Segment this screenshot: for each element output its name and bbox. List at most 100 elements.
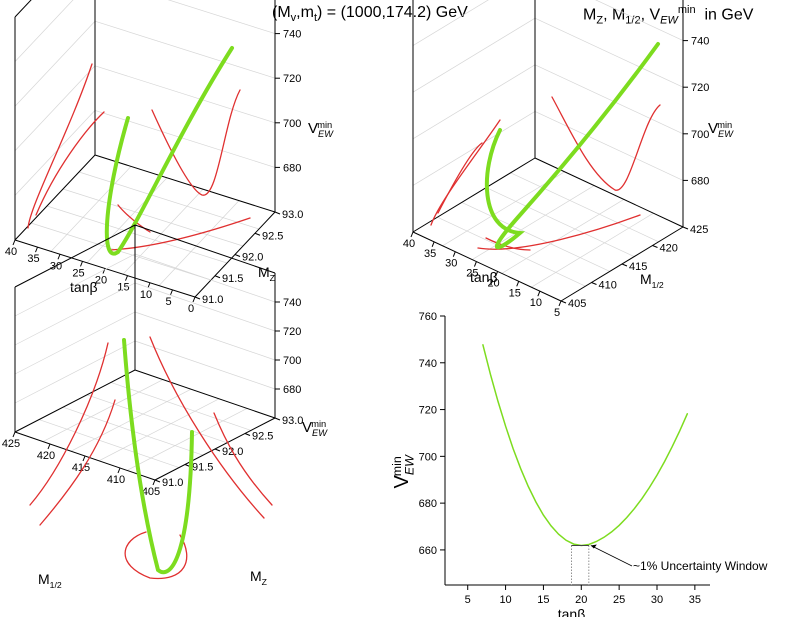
header-units: MZ, M1/2, VEWmin in GeV [583, 4, 754, 27]
grid-floor [62, 188, 244, 247]
projection-red-curve-3 [213, 412, 273, 506]
y-axis-title: MZ [250, 568, 268, 587]
annotation-arrow [590, 545, 633, 567]
x-tick [12, 239, 16, 246]
projection-red-curve-5 [124, 531, 188, 580]
x-tick [410, 231, 414, 238]
x-tick [47, 443, 51, 450]
grid-wall-right [134, 340, 276, 390]
grid-floor [86, 177, 168, 264]
grid-wall-right [595, 0, 684, 41]
grid-floor [38, 419, 180, 468]
x-tick [473, 261, 477, 267]
grid-wall-right [534, 111, 684, 181]
x-tick-label: 25 [613, 594, 625, 606]
grid-floor [86, 394, 228, 444]
x-tick [516, 281, 520, 287]
x-axis-title: M1/2 [38, 571, 62, 590]
grid-floor [461, 202, 610, 272]
grid-floor [486, 187, 635, 257]
projection-red-curve-3 [551, 96, 661, 191]
x-tick-label: 20 [95, 275, 107, 287]
box-edge-top-left [14, 224, 136, 288]
series-line-vewmin [482, 344, 689, 547]
grid-floor [30, 222, 212, 281]
z-tick-label: 720 [283, 326, 301, 338]
y-tick-label: 425 [690, 224, 708, 236]
header-params: (Mv,mt) = (1000,174.2) GeV [272, 4, 468, 25]
z-tick-label: 740 [283, 297, 301, 309]
x-tick [537, 290, 541, 297]
grid-wall-left [14, 110, 96, 196]
y-axis-title: M1/2 [640, 271, 664, 290]
y-tick [682, 226, 689, 230]
grid-floor [531, 212, 654, 288]
x-axis-title: tanβ [470, 269, 498, 285]
y-tick-label: 93.0 [282, 415, 303, 427]
x-tick [192, 296, 196, 303]
y-tick-label: 420 [660, 243, 678, 255]
y-tick-label: 410 [599, 280, 617, 292]
z-axis-title: VEWmin [308, 120, 334, 139]
grid-floor [78, 171, 260, 230]
grid-wall-left [14, 0, 74, 62]
z-tick-label: 680 [283, 162, 301, 174]
y-tick [194, 296, 201, 300]
grid-wall-left [412, 111, 536, 186]
y-tick-label: 415 [629, 261, 647, 273]
box-edge-top-right [134, 224, 276, 274]
projection-red-curve-1 [27, 63, 93, 229]
y-tick [244, 433, 251, 436]
grid-floor [158, 200, 240, 286]
y-tick-label: 92.5 [252, 431, 273, 443]
y-axis-title: VEWmin [390, 454, 416, 489]
grid-wall-right [134, 253, 276, 303]
grid-wall-left [412, 0, 489, 46]
x-tick-label: 10 [499, 594, 511, 606]
x-axis-title: tanβ [70, 279, 98, 295]
x-tick [12, 431, 16, 438]
x-tick [431, 241, 435, 248]
y-tick [591, 282, 597, 285]
x-tick-label: 20 [487, 277, 499, 289]
panel-br: 5 10 15 20 25 30 35 660 680 700 720 740 760 tanβ VEWmi… [390, 311, 768, 617]
x-tick-label: 35 [424, 248, 436, 260]
grid-wall-left [412, 17, 536, 93]
x-tick-label: 40 [5, 246, 17, 258]
annotation-label: ~1% Uncertainty Window [633, 559, 768, 573]
grid-floor [98, 398, 220, 462]
x-tick-label: 15 [509, 287, 521, 299]
y-tick [274, 211, 281, 215]
grid-floor [442, 171, 565, 247]
axis-x [412, 231, 562, 302]
z-axis-title: VEWmin [302, 419, 328, 438]
grid-wall-right [94, 65, 276, 124]
y-tick-label: 91.5 [192, 462, 213, 474]
y-axis-title: MZ [258, 264, 276, 283]
x-tick-label: 5 [554, 307, 560, 319]
projection-red-curve-3 [151, 89, 241, 196]
x-tick [35, 246, 38, 253]
grid-floor [501, 199, 624, 274]
y-tick-label: 760 [419, 311, 437, 323]
y-tick [652, 245, 658, 248]
x-axis-title: tanβ [558, 606, 586, 617]
x-tick-label: 35 [27, 253, 39, 265]
x-tick-label: 20 [575, 594, 587, 606]
x-tick-label: 30 [445, 258, 457, 270]
projection-red-curve-1 [430, 119, 501, 226]
grid-wall-left [14, 65, 96, 152]
panel-tl: 403530252015105091.091.592.092.593.06807… [5, 0, 334, 315]
y-tick-label: 740 [419, 358, 437, 370]
main-green-curve [104, 46, 234, 256]
y-tick-label: 91.5 [222, 273, 243, 285]
grid-floor [110, 382, 252, 431]
y-tick [234, 254, 241, 257]
grid-wall-left [14, 253, 136, 317]
box-edge-floor-right [134, 369, 276, 419]
x-tick-label: 420 [37, 450, 55, 462]
x-tick-label: 15 [117, 282, 129, 294]
box-edge-floor-right [94, 154, 276, 213]
projection-red-curve-2 [437, 142, 483, 214]
